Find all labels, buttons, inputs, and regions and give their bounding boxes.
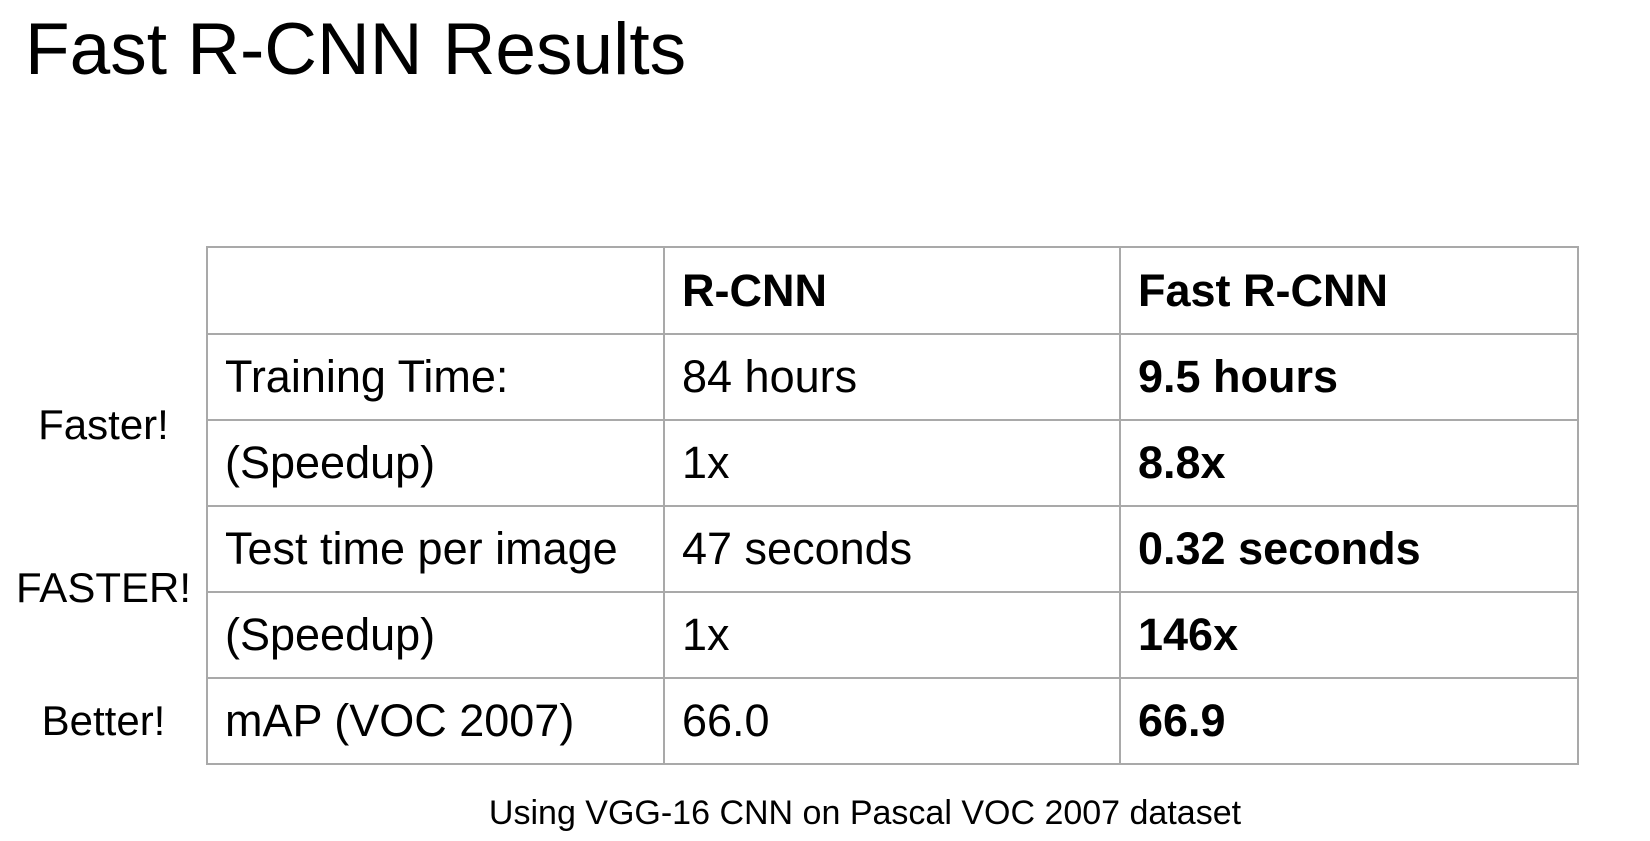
table-caption: Using VGG-16 CNN on Pascal VOC 2007 data… xyxy=(488,794,1242,832)
row-label-cell: mAP (VOC 2007) xyxy=(206,677,665,765)
row-label-cell: Training Time: xyxy=(206,333,665,421)
fast-rcnn-value-cell: 0.32 seconds xyxy=(1119,505,1579,593)
rcnn-value-cell: 47 seconds xyxy=(663,505,1121,593)
table-row-map: mAP (VOC 2007) 66.0 66.9 xyxy=(206,677,1579,765)
table-row-test-speedup: (Speedup) 1x 146x xyxy=(206,591,1579,679)
table-row-training-time: Training Time: 84 hours 9.5 hours xyxy=(206,333,1579,421)
margin-label-faster-caps: FASTER! xyxy=(15,564,192,611)
header-cell-rcnn: R-CNN xyxy=(663,246,1121,335)
fast-rcnn-value-cell: 146x xyxy=(1119,591,1579,679)
page-title: Fast R-CNN Results xyxy=(25,9,687,90)
header-row: R-CNN Fast R-CNN xyxy=(206,246,1579,335)
fast-rcnn-value-cell: 9.5 hours xyxy=(1119,333,1579,421)
results-table: R-CNN Fast R-CNN Training Time: 84 hours… xyxy=(206,246,1579,765)
row-label-cell: Test time per image xyxy=(206,505,665,593)
rcnn-value-cell: 1x xyxy=(663,591,1121,679)
rcnn-value-cell: 84 hours xyxy=(663,333,1121,421)
rcnn-value-cell: 66.0 xyxy=(663,677,1121,765)
table-row-training-speedup: (Speedup) 1x 8.8x xyxy=(206,419,1579,507)
margin-label-faster: Faster! xyxy=(38,401,169,448)
fast-rcnn-value-cell: 66.9 xyxy=(1119,677,1579,765)
header-cell-empty xyxy=(206,246,665,335)
margin-label-better: Better! xyxy=(41,697,166,744)
header-cell-fast-rcnn: Fast R-CNN xyxy=(1119,246,1579,335)
fast-rcnn-value-cell: 8.8x xyxy=(1119,419,1579,507)
rcnn-value-cell: 1x xyxy=(663,419,1121,507)
table-row-test-time: Test time per image 47 seconds 0.32 seco… xyxy=(206,505,1579,593)
row-label-cell: (Speedup) xyxy=(206,591,665,679)
row-label-cell: (Speedup) xyxy=(206,419,665,507)
